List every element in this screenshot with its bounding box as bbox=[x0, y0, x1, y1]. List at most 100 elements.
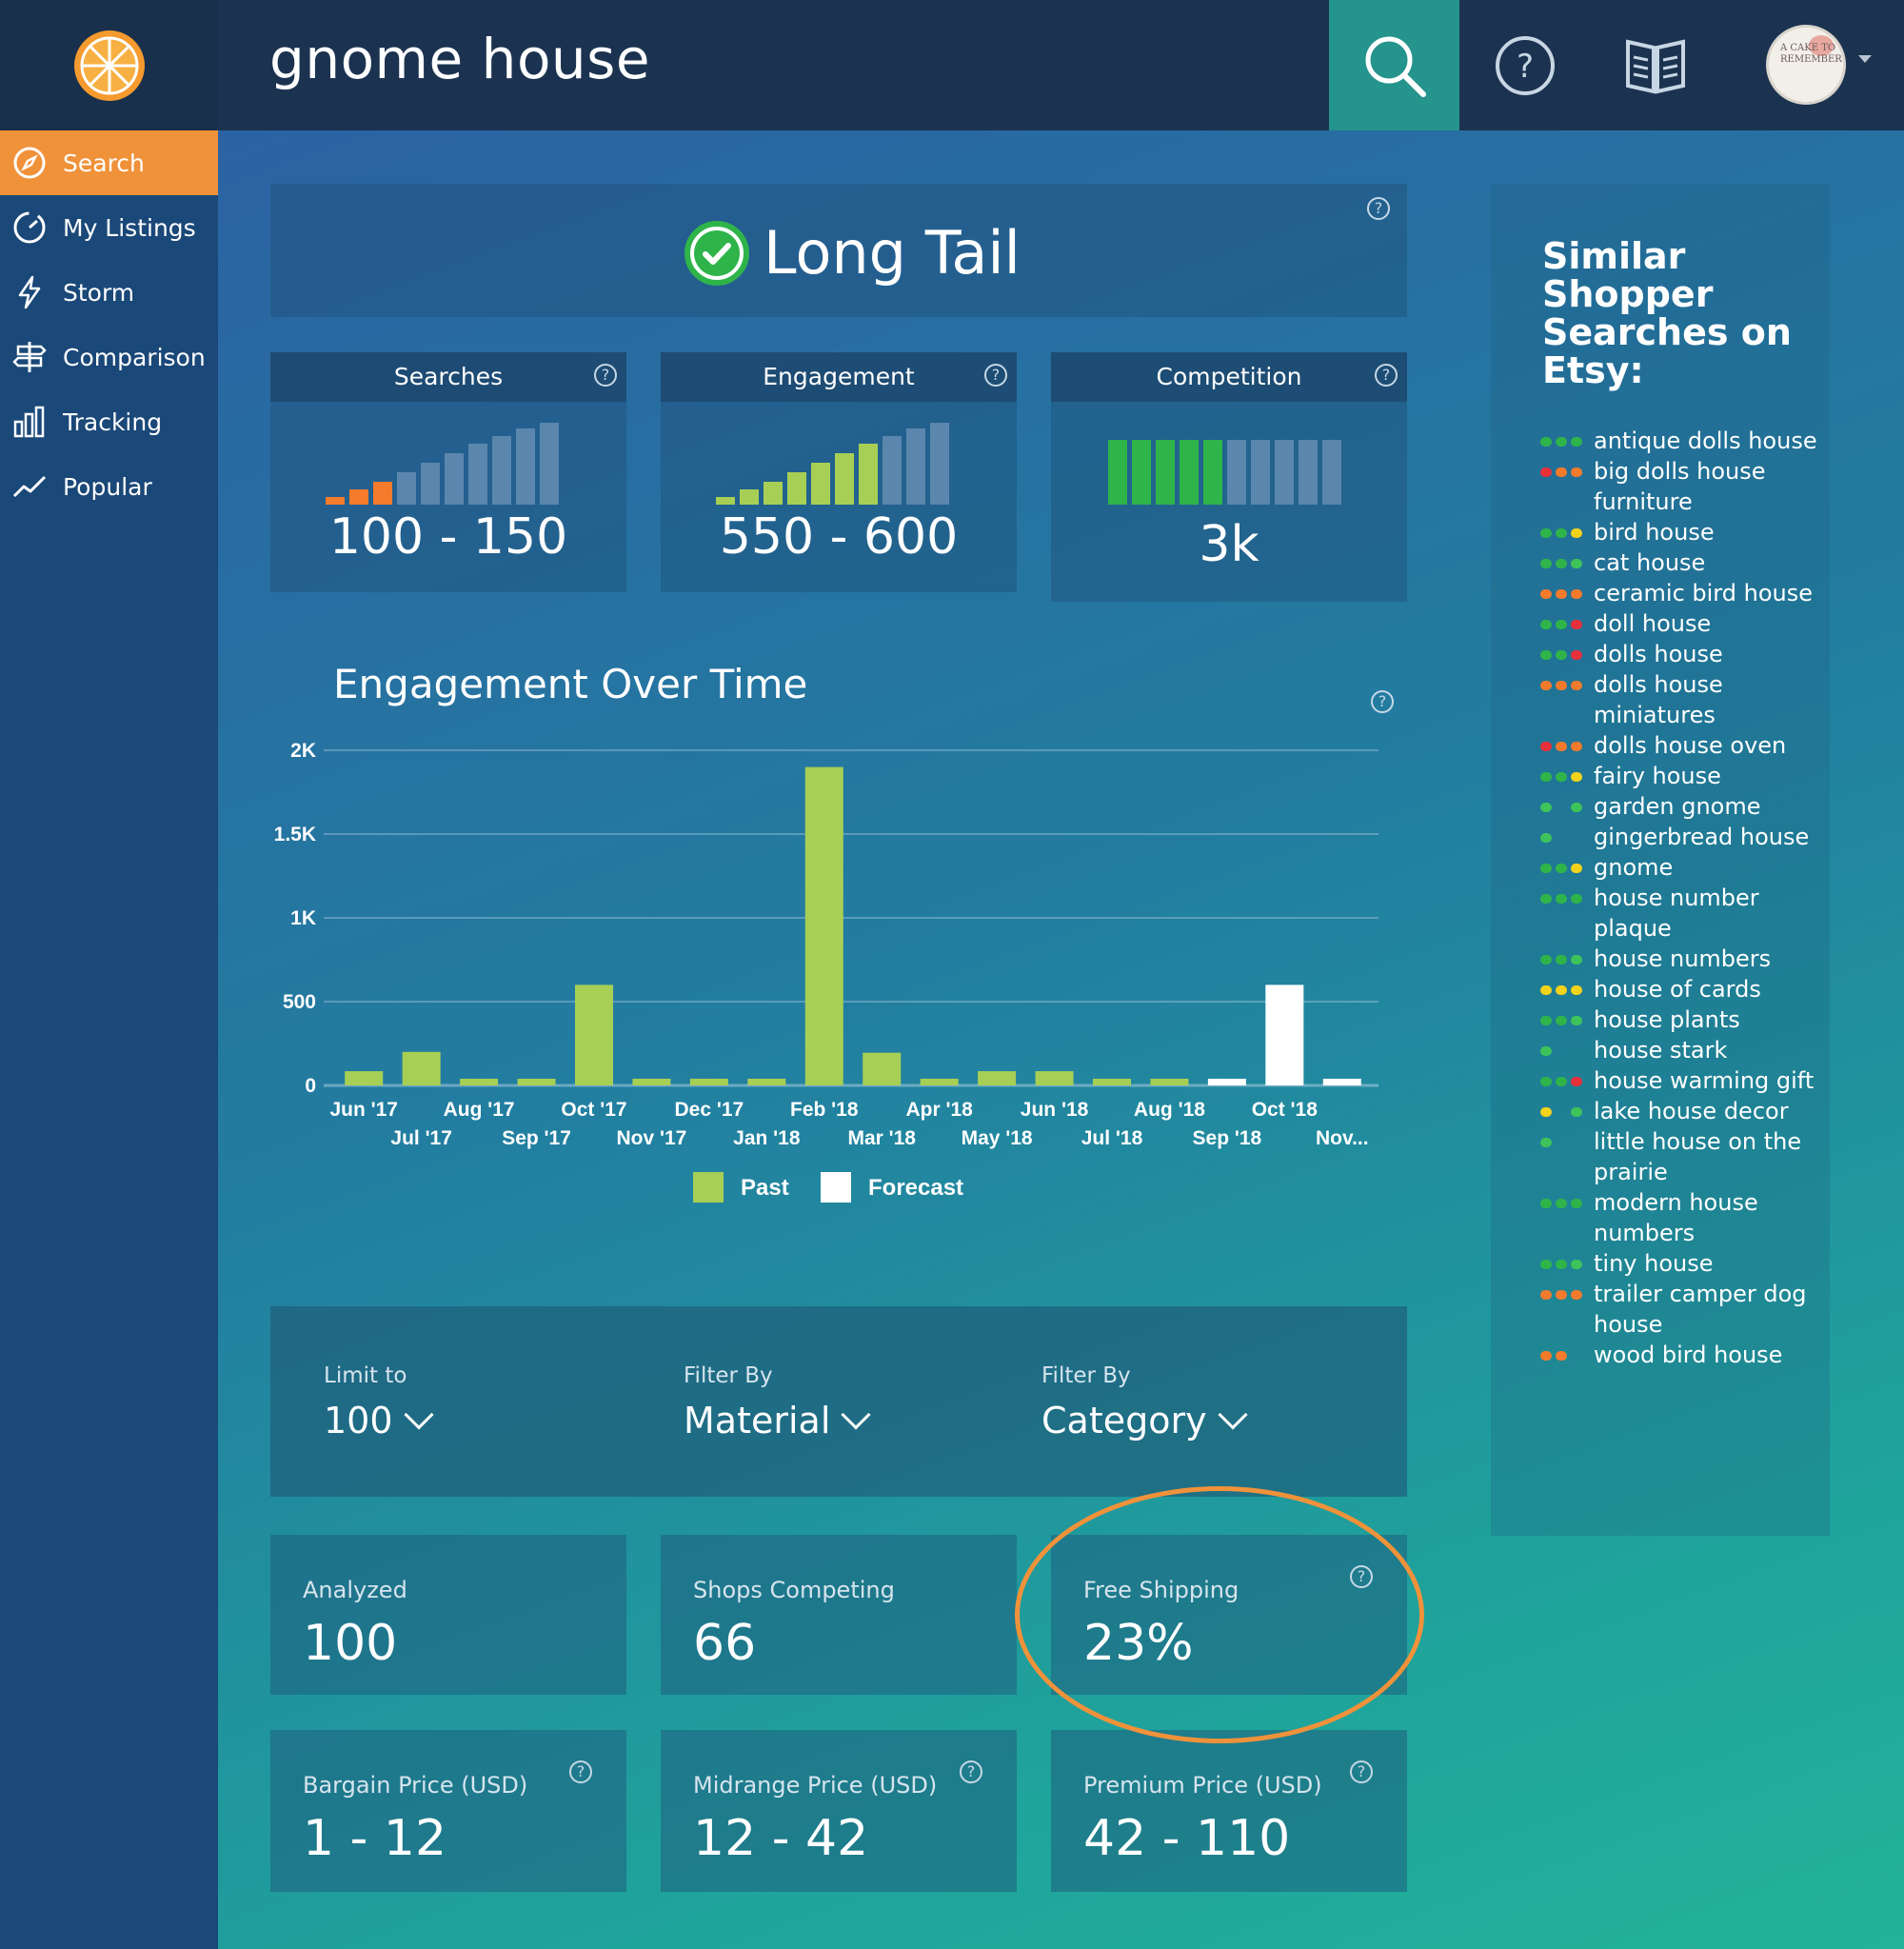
similar-search-item[interactable]: trailer camper dog house bbox=[1540, 1279, 1826, 1340]
sidebar-item-tracking[interactable]: Tracking bbox=[0, 389, 218, 454]
chevron-down-icon[interactable] bbox=[1858, 55, 1872, 63]
help-icon[interactable]: ? bbox=[1367, 197, 1390, 220]
similar-search-item[interactable]: tiny house bbox=[1540, 1248, 1826, 1279]
sidebar-item-storm[interactable]: Storm bbox=[0, 260, 218, 325]
filter-value: Category bbox=[1041, 1400, 1207, 1442]
signpost-icon bbox=[10, 338, 49, 376]
analyzed-card: Analyzed 100 bbox=[270, 1535, 626, 1695]
similar-search-item[interactable]: house number plaque bbox=[1540, 883, 1826, 944]
similar-search-item[interactable]: house stark bbox=[1540, 1035, 1826, 1065]
material-dropdown[interactable]: Material bbox=[684, 1400, 871, 1442]
bargain-price-card: Bargain Price (USD) 1 - 12 ? bbox=[270, 1730, 626, 1892]
y-tick-label: 1.5K bbox=[274, 824, 316, 845]
rating-dot bbox=[1556, 955, 1567, 965]
rating-dot bbox=[1571, 467, 1582, 477]
similar-search-label: trailer camper dog house bbox=[1594, 1281, 1807, 1338]
search-button[interactable] bbox=[1329, 0, 1459, 130]
similar-search-item[interactable]: ceramic bird house bbox=[1540, 578, 1826, 608]
similar-search-label: house number plaque bbox=[1594, 885, 1759, 942]
similar-search-item[interactable]: cat house bbox=[1540, 547, 1826, 578]
avatar-logo-text: A CAKE TO REMEMBER bbox=[1780, 43, 1842, 65]
sidebar-item-popular[interactable]: Popular bbox=[0, 454, 218, 519]
rating-dot bbox=[1556, 1077, 1567, 1086]
search-icon bbox=[1365, 36, 1426, 97]
category-filter[interactable]: Filter By Category bbox=[1041, 1363, 1248, 1442]
similar-search-item[interactable]: dolls house bbox=[1540, 639, 1826, 669]
similar-search-item[interactable]: little house on the prairie bbox=[1540, 1126, 1826, 1187]
material-filter[interactable]: Filter By Material bbox=[684, 1363, 871, 1442]
similar-search-item[interactable]: garden gnome bbox=[1540, 791, 1826, 822]
bar-past bbox=[402, 1051, 441, 1085]
limit-filter[interactable]: Limit to 100 bbox=[324, 1363, 434, 1442]
sidebar-item-my-listings[interactable]: My Listings bbox=[0, 195, 218, 260]
similar-search-item[interactable]: house plants bbox=[1540, 1004, 1826, 1035]
limit-dropdown[interactable]: 100 bbox=[324, 1400, 434, 1442]
similar-search-item[interactable]: house warming gift bbox=[1540, 1065, 1826, 1096]
rating-dot bbox=[1540, 985, 1552, 995]
search-term-title[interactable]: gnome house bbox=[269, 27, 651, 91]
similar-search-item[interactable]: wood bird house bbox=[1540, 1340, 1826, 1370]
compass-icon bbox=[10, 144, 49, 182]
filter-label: Limit to bbox=[324, 1363, 407, 1388]
rating-dot bbox=[1540, 528, 1552, 538]
similar-search-item[interactable]: dolls house miniatures bbox=[1540, 669, 1826, 730]
check-circle-icon bbox=[684, 221, 749, 286]
rating-dot bbox=[1540, 1077, 1552, 1086]
bar-past bbox=[460, 1078, 499, 1085]
x-tick-label: Dec '17 bbox=[675, 1099, 744, 1121]
x-tick-label: Jul '18 bbox=[1081, 1127, 1143, 1149]
similar-search-item[interactable]: modern house numbers bbox=[1540, 1187, 1826, 1248]
similar-search-item[interactable]: bird house bbox=[1540, 517, 1826, 547]
rating-dot bbox=[1540, 1351, 1552, 1361]
help-icon[interactable]: ? bbox=[594, 364, 617, 387]
similar-search-item[interactable]: doll house bbox=[1540, 608, 1826, 639]
help-icon[interactable]: ? bbox=[1350, 1760, 1373, 1783]
rating-dots-icon bbox=[1540, 833, 1588, 843]
sidebar-item-search[interactable]: Search bbox=[0, 130, 218, 195]
help-icon[interactable]: ? bbox=[984, 364, 1007, 387]
rating-dot bbox=[1556, 772, 1567, 782]
rating-dot bbox=[1556, 1199, 1567, 1208]
similar-search-item[interactable]: dolls house oven bbox=[1540, 730, 1826, 761]
bar-past bbox=[689, 1078, 728, 1085]
bar-past bbox=[1150, 1078, 1189, 1085]
help-icon[interactable]: ? bbox=[569, 1760, 592, 1783]
help-button[interactable]: ? bbox=[1459, 0, 1590, 130]
legend-swatch-forecast bbox=[821, 1172, 851, 1203]
rating-dot bbox=[1540, 1046, 1552, 1056]
rating-dot bbox=[1571, 650, 1582, 660]
filter-value: Material bbox=[684, 1400, 831, 1442]
help-icon[interactable]: ? bbox=[1371, 690, 1394, 713]
similar-search-item[interactable]: lake house decor bbox=[1540, 1096, 1826, 1126]
similar-search-item[interactable]: antique dolls house bbox=[1540, 426, 1826, 456]
rating-dots-icon bbox=[1540, 1290, 1588, 1300]
rating-dot bbox=[1556, 437, 1567, 447]
y-tick-label: 2K bbox=[290, 740, 316, 762]
help-icon[interactable]: ? bbox=[1375, 364, 1398, 387]
category-dropdown[interactable]: Category bbox=[1041, 1400, 1248, 1442]
similar-search-item[interactable]: big dolls house furniture bbox=[1540, 456, 1826, 517]
similar-search-item[interactable]: house of cards bbox=[1540, 974, 1826, 1004]
similar-search-label: gnome bbox=[1594, 854, 1674, 881]
similar-search-label: little house on the prairie bbox=[1594, 1128, 1802, 1185]
rating-dot bbox=[1556, 894, 1567, 904]
chart-title: Engagement Over Time bbox=[333, 661, 808, 707]
similar-search-item[interactable]: house numbers bbox=[1540, 944, 1826, 974]
avatar[interactable]: A CAKE TO REMEMBER bbox=[1766, 25, 1846, 105]
rating-dot bbox=[1556, 742, 1567, 751]
rating-dot bbox=[1540, 1107, 1552, 1117]
similar-search-item[interactable]: fairy house bbox=[1540, 761, 1826, 791]
guide-button[interactable] bbox=[1590, 0, 1720, 130]
help-icon[interactable]: ? bbox=[960, 1760, 982, 1783]
rating-dot bbox=[1540, 894, 1552, 904]
stat-value: 1 - 12 bbox=[303, 1810, 447, 1867]
rating-dot bbox=[1571, 1077, 1582, 1086]
similar-search-item[interactable]: gnome bbox=[1540, 852, 1826, 883]
sidebar-item-comparison[interactable]: Comparison bbox=[0, 325, 218, 389]
similar-search-item[interactable]: gingerbread house bbox=[1540, 822, 1826, 852]
similar-search-label: wood bird house bbox=[1594, 1342, 1783, 1368]
logo[interactable] bbox=[0, 0, 218, 130]
sidebar-item-label: Search bbox=[63, 149, 145, 177]
bar-forecast bbox=[1207, 1078, 1246, 1085]
